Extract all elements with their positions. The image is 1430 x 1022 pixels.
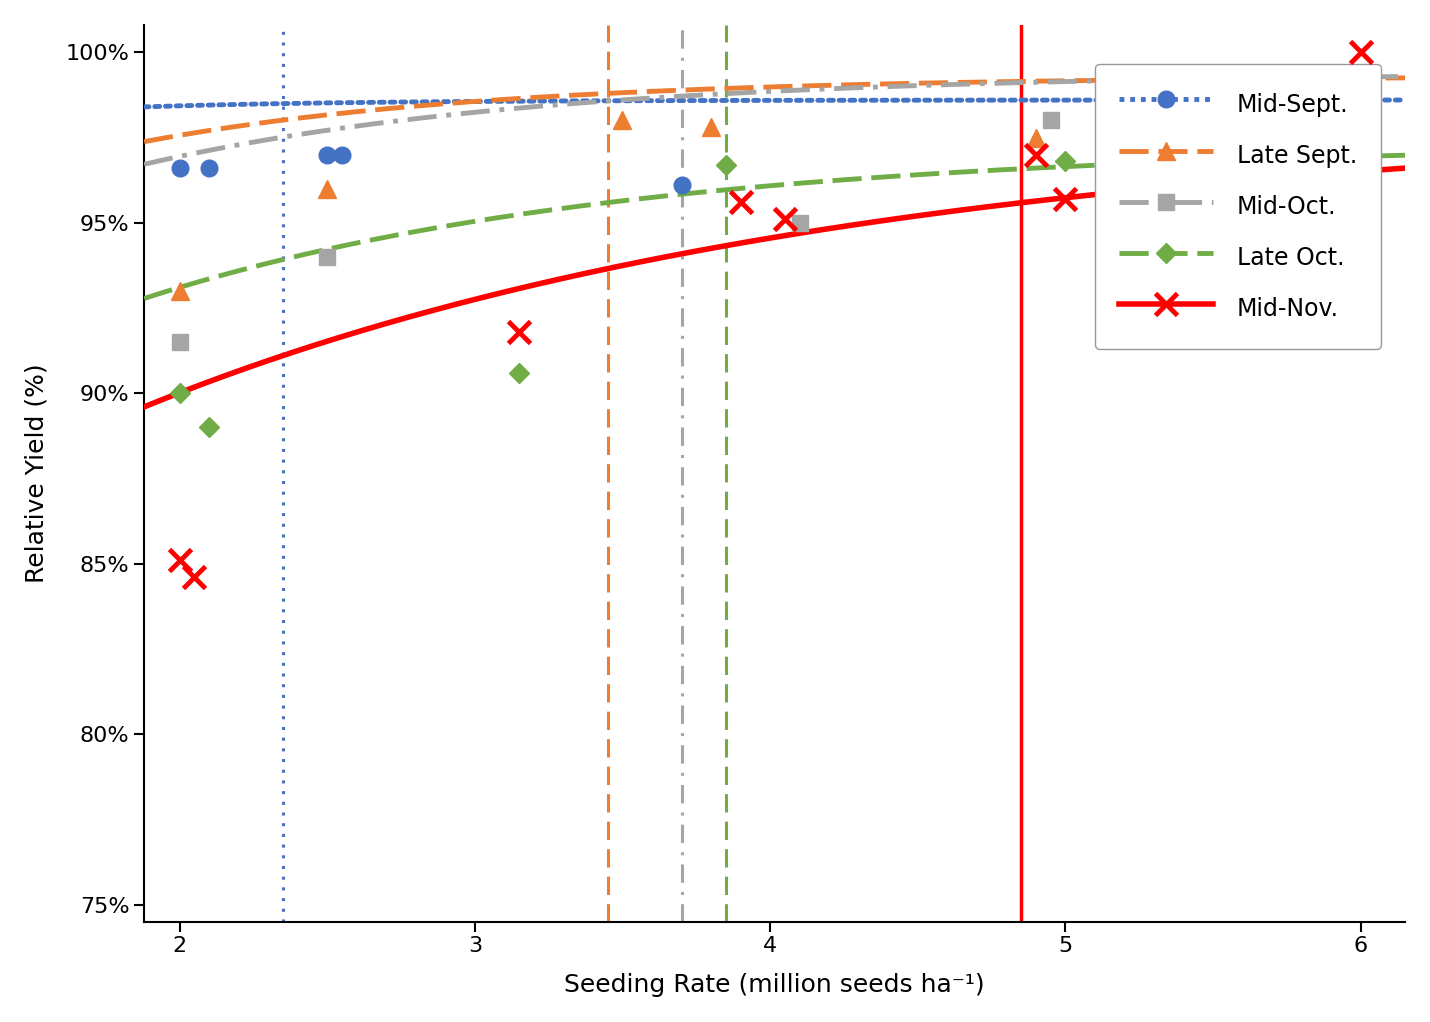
Y-axis label: Relative Yield (%): Relative Yield (%) bbox=[24, 364, 49, 584]
X-axis label: Seeding Rate (million seeds ha⁻¹): Seeding Rate (million seeds ha⁻¹) bbox=[565, 973, 985, 997]
Legend: Mid-Sept., Late Sept., Mid-Oct., Late Oct., Mid-Nov.: Mid-Sept., Late Sept., Mid-Oct., Late Oc… bbox=[1095, 63, 1380, 349]
